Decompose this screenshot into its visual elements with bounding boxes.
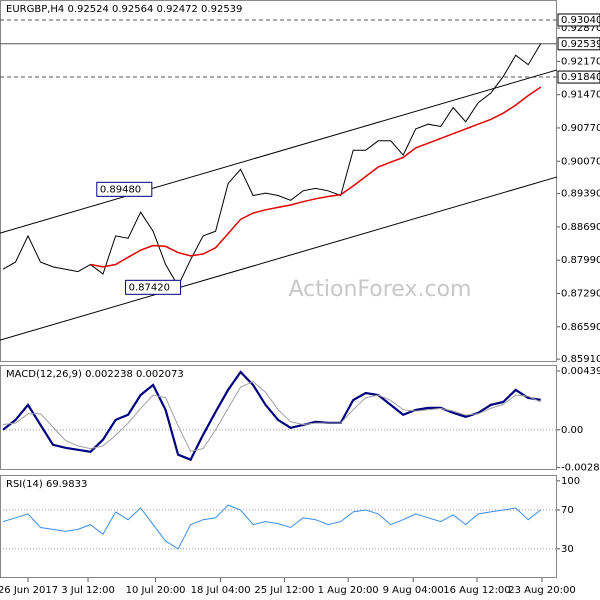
level-label: 0.91840 (561, 72, 600, 83)
level-badge (557, 70, 600, 84)
x-tick-label: 3 Jul 12:00 (61, 585, 115, 596)
level-badge (557, 13, 600, 27)
x-tick-label: 23 Aug 20:00 (508, 585, 575, 596)
y-tick-label: 70 (561, 505, 574, 516)
watermark: ActionForex.com (289, 277, 472, 302)
y-tick-label: 0.87290 (561, 289, 600, 300)
panel-title: MACD(12,26,9) 0.002238 0.002073 (6, 369, 184, 380)
x-tick-label: 25 Jul 12:00 (254, 585, 314, 596)
y-tick-label: 100 (561, 476, 580, 487)
annotation-label: 0.89480 (100, 184, 141, 195)
x-tick-label: 1 Aug 20:00 (318, 585, 379, 596)
y-tick-label: 0.87990 (561, 255, 600, 266)
x-tick-label: 18 Jul 04:00 (191, 585, 251, 596)
series-line (2, 504, 542, 550)
y-tick-label: 0.92870 (561, 23, 600, 34)
level-label: 0.93040 (561, 15, 600, 26)
level-badge (557, 37, 600, 51)
x-tick-label: 9 Aug 04:00 (383, 585, 444, 596)
level-label: 0.92539 (561, 39, 600, 50)
x-tick-label: 10 Jul 20:00 (126, 585, 186, 596)
panel-frame (0, 365, 557, 470)
y-tick-label: 0.92170 (561, 56, 600, 67)
y-tick-label: 0.89390 (561, 189, 600, 200)
y-tick-label: 0.00439 (561, 366, 600, 377)
y-tick-label: 0.91470 (561, 90, 600, 101)
panel-frame (0, 0, 557, 362)
series-line (2, 370, 541, 462)
annotation-box (96, 181, 153, 197)
y-tick-label: 0.90070 (561, 156, 600, 167)
trend-line (0, 69, 558, 234)
series-line (90, 86, 542, 268)
y-tick-label: 30 (561, 544, 574, 555)
y-tick-label: 0.88690 (561, 222, 600, 233)
panel-frame (0, 475, 557, 578)
y-tick-label: 0.00 (561, 425, 583, 436)
panel-title: EURGBP,H4 0.92524 0.92564 0.92472 0.9253… (6, 4, 242, 15)
annotation-label: 0.87420 (129, 282, 170, 293)
x-tick-label: 26 Jun 2017 (0, 585, 58, 596)
y-tick-label: 0.86590 (561, 322, 600, 333)
y-tick-label: 0.85910 (561, 354, 600, 365)
series-line (2, 43, 542, 287)
trend-line (0, 176, 558, 341)
annotation-box (125, 279, 182, 295)
x-tick-label: 16 Aug 12:00 (443, 585, 510, 596)
panel-title: RSI(14) 69.9833 (6, 479, 87, 490)
y-tick-label: 0.90770 (561, 123, 600, 134)
y-tick-label: -0.002809 (561, 462, 600, 473)
series-line (2, 381, 541, 452)
